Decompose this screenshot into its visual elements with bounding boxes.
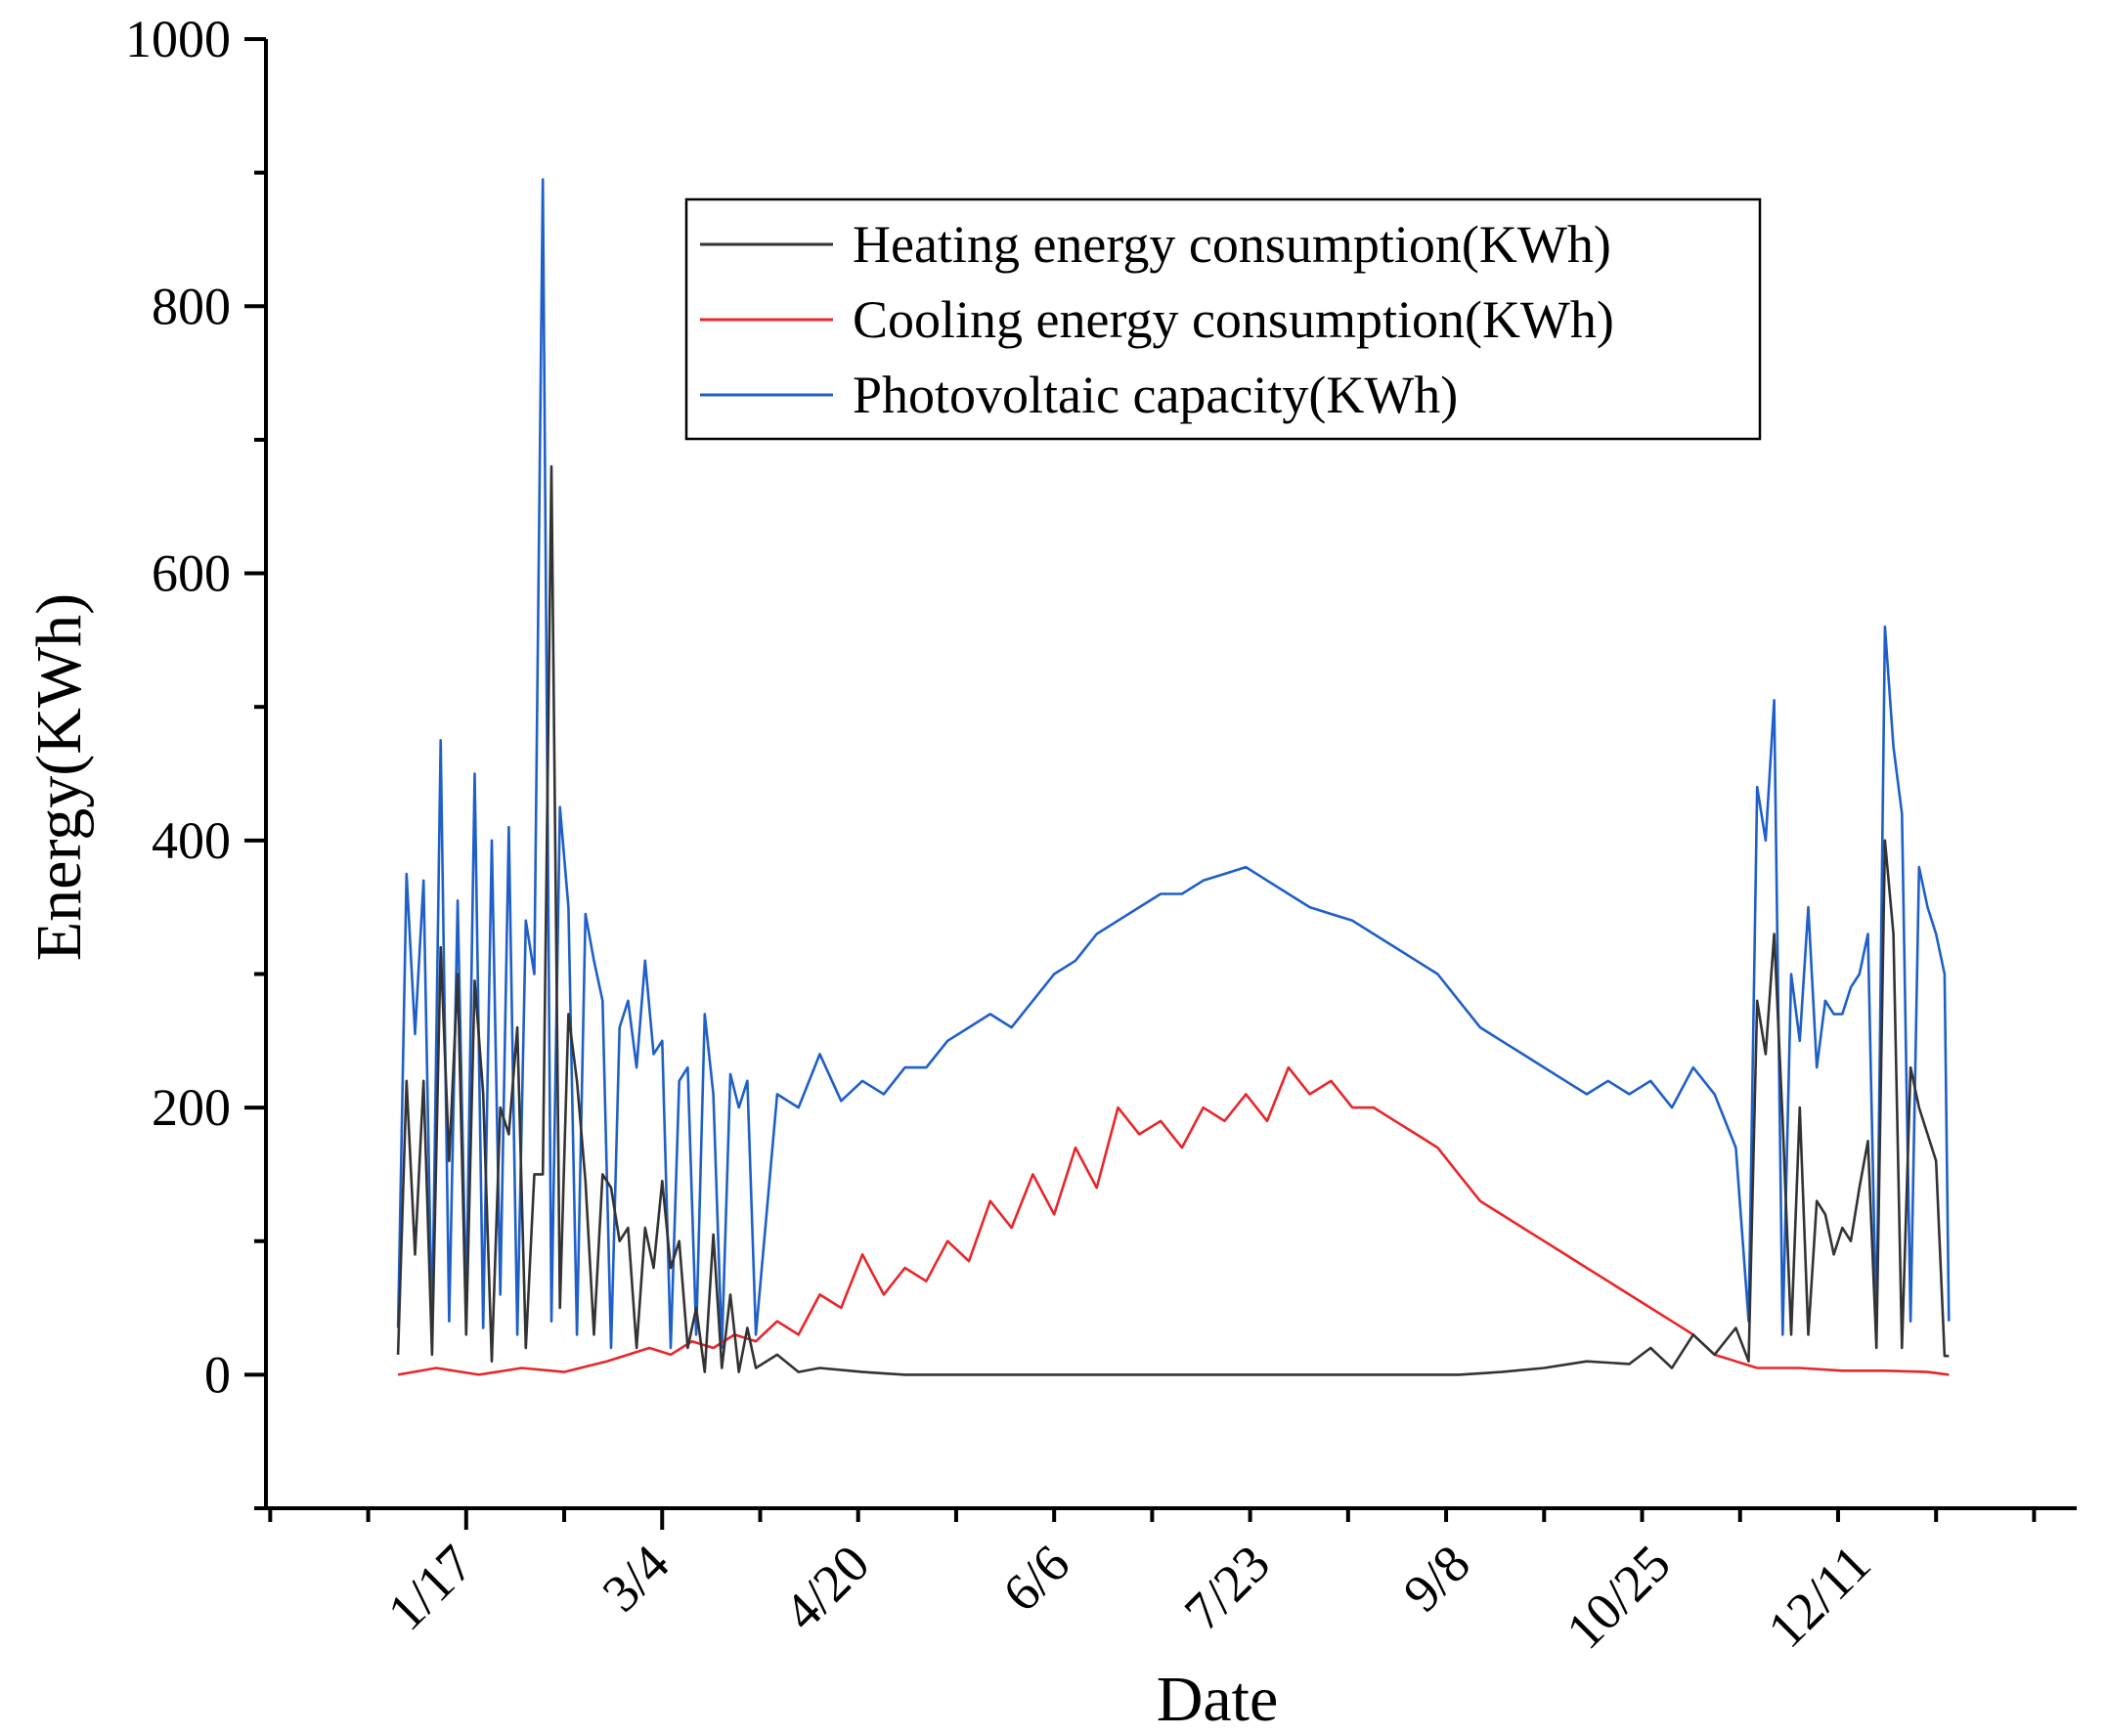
series-layer bbox=[396, 178, 1951, 1376]
x-axis-title: Date bbox=[1157, 1664, 1279, 1735]
x-tick-label: 12/11 bbox=[1757, 1534, 1882, 1659]
x-tick-label: 10/25 bbox=[1555, 1534, 1681, 1660]
y-tick-label: 400 bbox=[152, 811, 231, 870]
legend: Heating energy consumption(KWh) Cooling e… bbox=[684, 197, 1762, 441]
legend-label: Heating energy consumption(KWh) bbox=[853, 215, 1611, 274]
x-tick-label: 7/23 bbox=[1173, 1534, 1281, 1641]
x-tick-label: 3/4 bbox=[592, 1534, 680, 1623]
y-tick-label: 600 bbox=[152, 544, 231, 603]
y-axis-title: Energy(KWh) bbox=[23, 593, 95, 961]
series-line bbox=[396, 178, 1951, 1350]
x-tick-label: 6/6 bbox=[991, 1534, 1080, 1623]
y-tick-label: 0 bbox=[204, 1345, 231, 1404]
x-tick-label: 1/17 bbox=[376, 1534, 484, 1641]
series-line bbox=[397, 1065, 1950, 1376]
x-tick-label: 9/8 bbox=[1392, 1534, 1481, 1623]
y-tick-label: 200 bbox=[152, 1078, 231, 1137]
legend-label: Photovoltaic capacity(KWh) bbox=[853, 366, 1458, 424]
y-tick-label: 1000 bbox=[125, 10, 231, 68]
series-line bbox=[396, 464, 1950, 1376]
legend-label: Cooling energy consumption(KWh) bbox=[853, 290, 1614, 349]
x-tick-label: 4/20 bbox=[772, 1534, 880, 1641]
legend-box bbox=[684, 197, 1762, 441]
y-tick-label: 800 bbox=[152, 277, 231, 335]
